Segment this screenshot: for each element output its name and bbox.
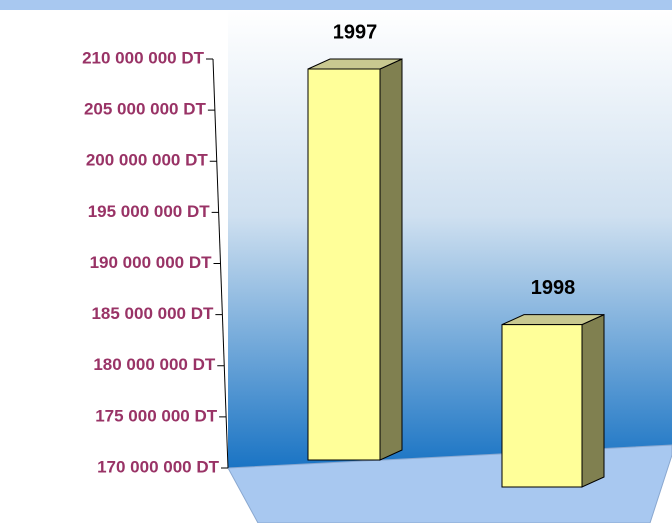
y-tick-label: 195 000 000 DT [88, 202, 211, 221]
category-label: 1997 [333, 21, 378, 43]
y-tick-label: 200 000 000 DT [86, 151, 209, 170]
y-tick-label: 185 000 000 DT [91, 304, 214, 323]
y-tick-label: 205 000 000 DT [84, 100, 207, 119]
y-tick-label: 210 000 000 DT [82, 48, 205, 67]
top-strip [0, 0, 672, 10]
bar-side [581, 313, 605, 488]
category-label: 1998 [531, 277, 576, 299]
bar [307, 68, 381, 461]
bar-side [379, 58, 403, 461]
y-tick-label: 175 000 000 DT [95, 406, 218, 425]
bar [501, 324, 583, 488]
y-tick-label: 190 000 000 DT [90, 253, 213, 272]
back-wall [228, 10, 672, 468]
y-tick-label: 180 000 000 DT [93, 355, 216, 374]
y-tick-label: 170 000 000 DT [97, 457, 220, 476]
